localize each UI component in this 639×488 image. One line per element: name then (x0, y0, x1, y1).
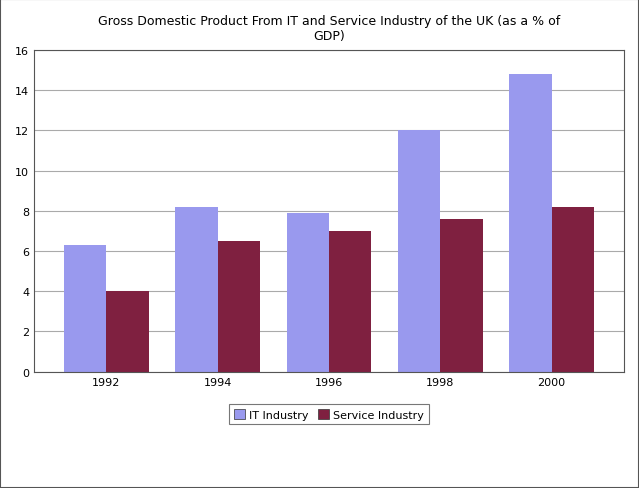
Bar (218, 242, 260, 372)
Bar (64, 245, 106, 372)
Bar (106, 292, 149, 372)
Bar (287, 213, 329, 372)
Title: Gross Domestic Product From IT and Service Industry of the UK (as a % of
GDP): Gross Domestic Product From IT and Servi… (98, 15, 560, 43)
Bar (509, 75, 551, 372)
Bar (398, 131, 440, 372)
Bar (440, 220, 482, 372)
Legend: IT Industry, Service Industry: IT Industry, Service Industry (229, 405, 429, 424)
Bar (551, 207, 594, 372)
Bar (175, 207, 218, 372)
Bar (329, 231, 371, 372)
